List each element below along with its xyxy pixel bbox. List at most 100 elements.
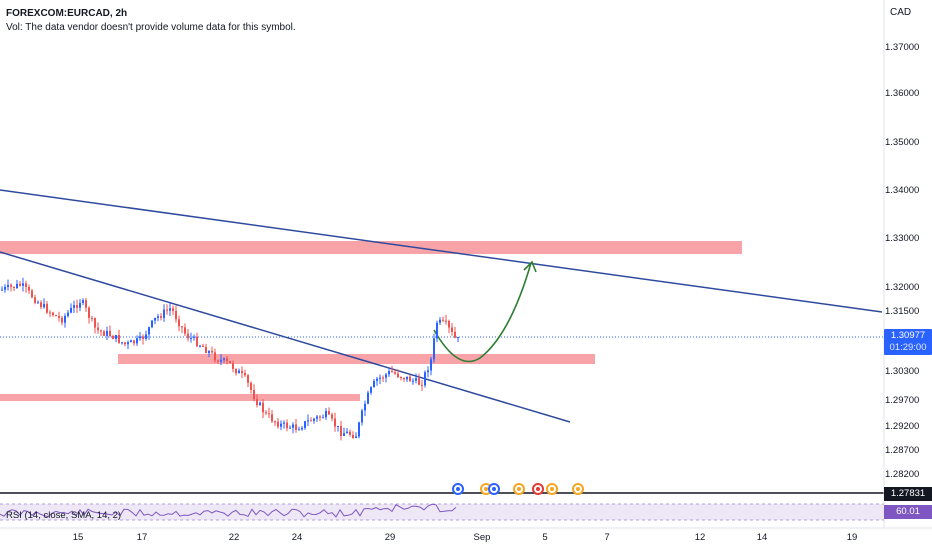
candle-body — [394, 372, 396, 374]
rsi-legend[interactable]: RSI (14, close, SMA, 14, 2) — [6, 510, 122, 521]
support-zone-low[interactable] — [0, 394, 360, 401]
candle-body — [61, 317, 63, 323]
candle-body — [16, 283, 18, 289]
candlestick-series — [1, 277, 459, 441]
candle-body — [175, 310, 177, 320]
flag-icon[interactable] — [532, 483, 544, 495]
candle-body — [133, 340, 135, 344]
time-tick: 15 — [72, 532, 84, 543]
low-price-tag[interactable]: 1.27831 — [884, 487, 932, 501]
rsi-line — [0, 503, 457, 518]
candle-body — [253, 389, 255, 400]
candle-body — [103, 331, 105, 336]
candle-body — [127, 342, 129, 345]
bar-countdown: 01:29:00 — [889, 342, 927, 353]
candle-body — [217, 360, 219, 362]
candle-body — [247, 375, 249, 383]
candle-body — [190, 337, 192, 339]
candle-body — [100, 330, 102, 332]
event-icon[interactable] — [513, 483, 525, 495]
candle-body — [205, 346, 207, 354]
event-icon[interactable] — [452, 483, 464, 495]
current-price-tag[interactable]: 1.30977 01:29:00 — [884, 329, 932, 355]
candle-body — [388, 371, 390, 375]
event-icon[interactable] — [572, 483, 584, 495]
candle-body — [238, 370, 240, 374]
candle-body — [94, 318, 96, 328]
candle-body — [211, 351, 213, 353]
candle-body — [250, 382, 252, 390]
candle-body — [439, 319, 441, 323]
volume-notice: Vol: The data vendor doesn't provide vol… — [6, 22, 296, 33]
candle-body — [322, 417, 324, 419]
candle-body — [67, 312, 69, 316]
candle-body — [409, 376, 411, 382]
time-tick: Sep — [473, 532, 491, 543]
candle-body — [55, 315, 57, 317]
candle-body — [115, 334, 117, 339]
symbol-title[interactable]: FOREXCOM:EURCAD, 2h — [6, 8, 128, 19]
rsi-value-tag[interactable]: 60.01 — [884, 505, 932, 519]
candle-body — [370, 387, 372, 393]
candle-body — [271, 414, 273, 422]
trendline-upper[interactable] — [0, 189, 883, 313]
candle-body — [241, 370, 243, 374]
candle-body — [340, 425, 342, 436]
price-tick: 1.29200 — [885, 421, 920, 432]
current-price-value: 1.30977 — [890, 330, 926, 341]
candle-body — [346, 431, 348, 434]
candle-body — [10, 284, 12, 287]
candle-body — [280, 423, 282, 427]
candle-body — [403, 377, 405, 380]
projection-arrow[interactable] — [433, 262, 532, 363]
candle-body — [418, 378, 420, 385]
candle-body — [181, 326, 183, 328]
price-tick: 1.28700 — [885, 445, 920, 456]
candle-body — [31, 290, 33, 298]
candle-body — [451, 327, 453, 332]
candle-body — [220, 359, 222, 362]
candle-body — [277, 421, 279, 427]
candle-body — [319, 416, 321, 418]
candle-body — [166, 309, 168, 311]
event-icon[interactable] — [488, 483, 500, 495]
chart-legend: FOREXCOM:EURCAD, 2h Vol: The data vendor… — [6, 7, 296, 35]
currency-label[interactable]: CAD — [890, 7, 912, 18]
candle-body — [445, 320, 447, 322]
time-tick: 5 — [542, 532, 548, 543]
time-tick: 12 — [694, 532, 706, 543]
candle-body — [64, 315, 66, 323]
candle-body — [400, 377, 402, 379]
event-icon[interactable] — [546, 483, 558, 495]
candle-body — [28, 286, 30, 291]
candle-body — [316, 416, 318, 419]
candle-body — [202, 345, 204, 347]
candle-body — [46, 303, 48, 313]
candle-body — [337, 425, 339, 427]
price-tick: 1.36000 — [885, 88, 920, 99]
resistance-zone[interactable] — [0, 241, 742, 254]
candle-body — [97, 327, 99, 331]
time-tick: 19 — [846, 532, 858, 543]
candle-body — [19, 283, 21, 286]
price-tick: 1.31500 — [885, 306, 920, 317]
candle-body — [313, 418, 315, 421]
candle-body — [424, 372, 426, 386]
candle-body — [448, 321, 450, 328]
price-tick: 1.30300 — [885, 366, 920, 377]
price-tick: 1.29700 — [885, 395, 920, 406]
price-tick: 1.32000 — [885, 282, 920, 293]
candle-body — [124, 342, 126, 345]
price-tick: 1.33000 — [885, 233, 920, 244]
time-tick: 24 — [291, 532, 303, 543]
candle-body — [52, 312, 54, 316]
candle-body — [235, 368, 237, 374]
candle-body — [295, 424, 297, 431]
candle-body — [7, 284, 9, 287]
candle-body — [82, 300, 84, 303]
candle-body — [79, 302, 81, 308]
time-tick: 29 — [384, 532, 396, 543]
candle-body — [436, 322, 438, 339]
